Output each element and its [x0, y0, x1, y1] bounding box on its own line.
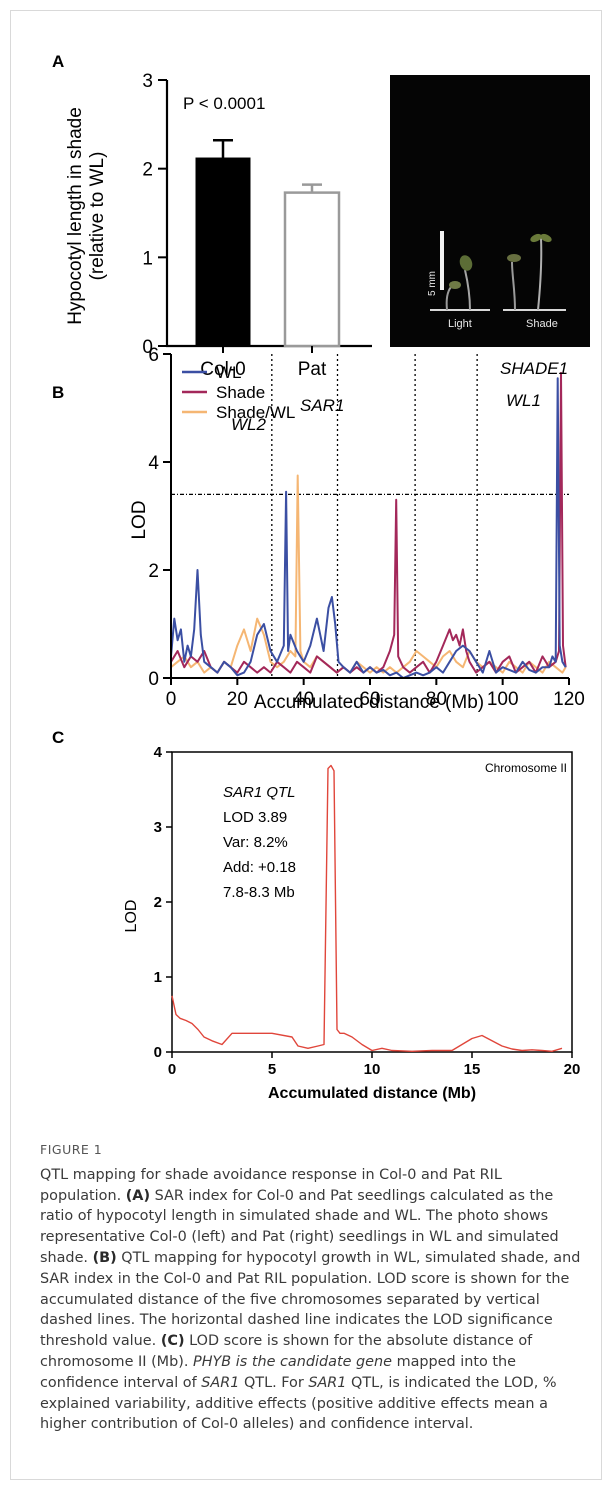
panel-a-ylabel-line2: (relative to WL)	[87, 152, 108, 281]
y-tick-label: 3	[154, 819, 162, 836]
panel-c-letter: C	[52, 728, 64, 747]
leaf-icon	[459, 255, 473, 271]
leaf-icon	[540, 233, 552, 243]
leaf-icon	[530, 233, 542, 243]
annot-sar1: SAR1	[300, 396, 344, 415]
seedling-light-pat	[464, 269, 471, 311]
caption-c-tag: (C)	[160, 1333, 185, 1350]
x-tick-label: 80	[426, 689, 447, 710]
x-tick-label: 20	[227, 689, 248, 710]
panel-c-ylabel: LOD	[123, 900, 140, 933]
caption-c-text-1: LOD score is shown for the absolute dist…	[40, 1333, 533, 1370]
panel-a-ylabel-line1: Hypocotyl length in shade	[65, 107, 86, 325]
x-tick-label: 10	[364, 1061, 381, 1078]
caption-a-tag: (A)	[125, 1187, 151, 1204]
y-tick-label: 2	[148, 561, 159, 582]
x-tick-label: 120	[553, 689, 585, 710]
panel-b-letter: B	[52, 383, 64, 402]
y-tick-label: 2	[154, 894, 162, 911]
panel-a-letter: A	[52, 52, 64, 71]
x-tick-label: 60	[359, 689, 380, 710]
lod-curve	[171, 764, 563, 1053]
x-tick-label: 100	[487, 689, 519, 710]
leaf-icon	[507, 254, 521, 262]
panel-c-chart: LOD 0 1 2 3 4 0 5 10 15 20 Chromosome II SAR1 QTL…	[123, 744, 580, 1102]
panel-b-ylabel: LOD	[129, 500, 150, 539]
figure-caption: FIGURE 1 QTL mapping for shade avoidance…	[40, 1140, 585, 1435]
panel-a-chart: Hypocotyl length in shade (relative to W…	[65, 71, 372, 380]
y-tick-label: 4	[148, 453, 159, 474]
legend-label: WL	[216, 363, 242, 382]
y-tick-label: 0	[142, 337, 153, 358]
bar-pat	[283, 191, 341, 348]
y-tick-label: 2	[142, 160, 153, 181]
caption-c-text-3: QTL. For	[243, 1374, 304, 1391]
shade-label: Shade	[526, 318, 558, 330]
y-tick-label: 4	[154, 744, 163, 761]
caption-b-tag: (B)	[92, 1249, 117, 1266]
caption-c-italic-2: SAR1	[201, 1374, 240, 1391]
panel-b-xlabel: Accumulated distance (Mb)	[254, 692, 484, 713]
caption-a-text: SAR index for Col-0 and Pat seedlings ca…	[40, 1187, 559, 1266]
x-tick-label: 0	[166, 689, 177, 710]
legend-label: Shade/WL	[216, 403, 295, 422]
x-tick-label: 0	[168, 1061, 176, 1078]
seedling-shade-pat	[537, 237, 543, 311]
x-tick-label: 5	[268, 1061, 276, 1078]
caption-c-italic-3: SAR1	[308, 1374, 347, 1391]
x-tick-label: 15	[464, 1061, 481, 1078]
leaf-icon	[449, 281, 461, 289]
y-tick-label: 0	[148, 669, 159, 690]
panel-a-bars: Col-0 Pat	[195, 139, 341, 380]
figure-panels: A Hypocotyl length in shade (relative to…	[52, 52, 590, 1102]
photo-background	[390, 75, 590, 347]
qtl-var: Var: 8.2%	[223, 834, 288, 851]
light-label: Light	[448, 318, 472, 330]
series-shade-wl	[170, 474, 567, 674]
legend-label: Shade	[216, 383, 265, 402]
caption-c-text-2: mapped into the confidence interval of	[40, 1353, 516, 1391]
qtl-interval: 7.8-8.3 Mb	[223, 884, 295, 901]
qtl-name: SAR1 QTL	[223, 784, 296, 801]
seedling-shade-col	[511, 261, 516, 311]
x-tick-label: 40	[293, 689, 314, 710]
qtl-add: Add: +0.18	[223, 859, 296, 876]
seedling-photo: 5 mm Light Shade	[390, 75, 590, 347]
caption-c-text-4: QTL, is indicated the LOD, % explained v…	[40, 1374, 557, 1433]
p-value-label: P < 0.0001	[183, 94, 265, 113]
chromosome-label: Chromosome II	[485, 761, 567, 775]
panel-c-xlabel: Accumulated distance (Mb)	[268, 1085, 476, 1102]
bar-col-0	[195, 157, 251, 347]
y-tick-label: 1	[154, 969, 162, 986]
y-tick-label: 6	[148, 345, 159, 366]
scale-bar-label: 5 mm	[427, 271, 438, 296]
y-tick-label: 1	[142, 248, 153, 269]
caption-intro: QTL mapping for shade avoidance response…	[40, 1166, 502, 1204]
panel-a-yticks: 0 1 2 3	[142, 71, 167, 358]
panel-c-plot	[171, 764, 563, 1053]
x-tick-label: Col-0	[200, 359, 245, 380]
series-shade	[170, 371, 567, 674]
annot-shade1: SHADE1	[500, 359, 568, 378]
series-wl	[170, 377, 567, 679]
y-tick-label: 3	[142, 71, 153, 92]
caption-b-text: QTL mapping for hypocotyl growth in WL, …	[40, 1249, 581, 1350]
panel-c-ticks: 0 1 2 3 4 0 5 10 15 20	[154, 744, 581, 1078]
annot-wl1: WL1	[506, 391, 541, 410]
y-tick-label: 0	[154, 1044, 162, 1061]
seedling-light-col	[445, 286, 452, 311]
caption-c-italic-1: PHYB is the candidate gene	[193, 1353, 392, 1370]
figure-label: FIGURE 1	[40, 1142, 103, 1157]
panel-b-plot	[170, 354, 569, 679]
qtl-lod: LOD 3.89	[223, 809, 287, 826]
x-tick-label: 20	[564, 1061, 581, 1078]
x-tick-label: Pat	[298, 359, 327, 380]
annot-wl2: WL2	[231, 415, 267, 434]
figure-frame	[10, 10, 602, 1480]
